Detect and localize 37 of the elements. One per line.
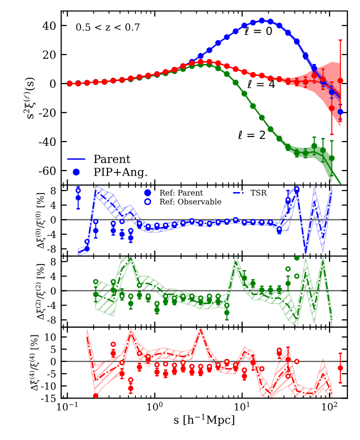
y-tick-label: 4 bbox=[50, 272, 56, 280]
y-tick-label: -4 bbox=[47, 230, 56, 238]
y-tick-label: -8 bbox=[47, 245, 56, 253]
y-tick-label: 20 bbox=[42, 50, 56, 59]
x-axis-title: s [h$^{−1}$Mpc] bbox=[174, 414, 234, 426]
x-tick-label: 10$^{1}$ bbox=[234, 402, 250, 411]
y-tick-label: 8 bbox=[50, 187, 56, 194]
y-axis-title: s$^{2}$ξ$^{(ℓ)}$(s) bbox=[23, 78, 36, 119]
y-tick-label: -60 bbox=[38, 166, 56, 175]
y-tick-label: -40 bbox=[38, 138, 56, 146]
annotation: ℓ = 2 bbox=[238, 130, 265, 140]
y-tick-label: -4 bbox=[47, 302, 56, 309]
annotation: ℓ = 0 bbox=[244, 26, 272, 36]
legend-label: Parent bbox=[94, 154, 130, 164]
y-tick-label: -15 bbox=[41, 394, 56, 402]
y-tick-label: 0 bbox=[50, 358, 56, 366]
y-tick-label: -20 bbox=[38, 108, 56, 117]
y-tick-label: -5 bbox=[47, 370, 56, 378]
x-tick-label: 10$^{0}$ bbox=[147, 402, 163, 411]
y-axis-title: Δξ$^{(4)}$/ξ$^{(4)}$ [%] bbox=[29, 335, 40, 391]
y-axis-title: Δξ$^{(2)}$/ξ$^{(2)}$ [%] bbox=[35, 264, 46, 320]
x-tick-label: 10$^{−1}$ bbox=[57, 402, 78, 411]
annotation: 0.5 < z < 0.7 bbox=[76, 23, 140, 31]
y-tick-label: 10 bbox=[45, 333, 56, 341]
y-tick-label: 8 bbox=[50, 258, 56, 266]
x-tick-label: 10$^{2}$ bbox=[322, 402, 338, 411]
y-tick-label: 5 bbox=[50, 346, 56, 354]
annotation: ℓ = 4 bbox=[247, 80, 275, 88]
y-tick-label: -10 bbox=[41, 382, 56, 390]
y-tick-label: -8 bbox=[47, 316, 56, 324]
y-tick-label: 0 bbox=[50, 287, 56, 295]
y-axis-title: Δξ$^{(0)}$/ξ$^{(0)}$ [%] bbox=[35, 193, 46, 249]
legend-label: PIP+Ang. bbox=[94, 168, 147, 178]
y-tick-label: 0 bbox=[50, 80, 56, 88]
y-tick-label: 40 bbox=[42, 21, 56, 30]
y-tick-label: 0 bbox=[50, 216, 56, 224]
y-tick-label: 4 bbox=[50, 202, 56, 209]
